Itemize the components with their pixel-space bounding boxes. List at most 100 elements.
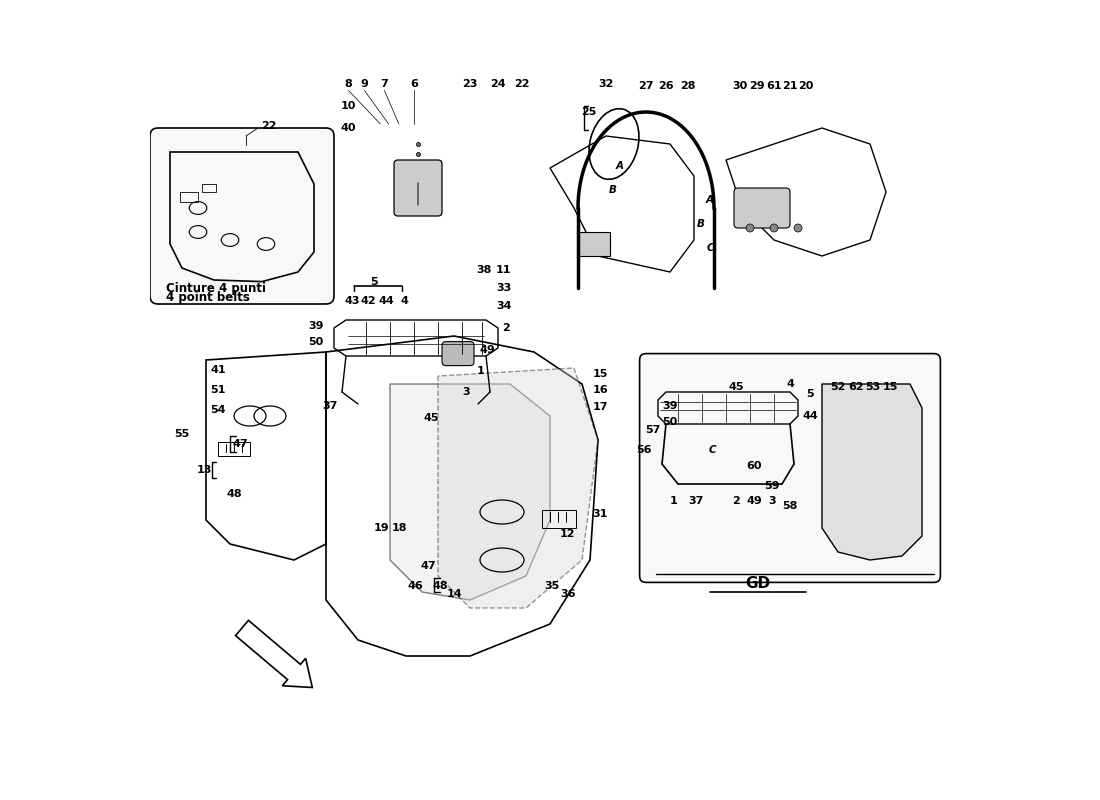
Text: 8: 8 bbox=[344, 79, 352, 89]
Text: 56: 56 bbox=[637, 445, 652, 454]
Text: 51: 51 bbox=[210, 386, 225, 395]
Text: 48: 48 bbox=[227, 490, 242, 499]
Text: 50: 50 bbox=[308, 338, 323, 347]
Text: 31: 31 bbox=[593, 509, 608, 518]
Text: 36: 36 bbox=[560, 589, 575, 598]
Text: 16: 16 bbox=[593, 386, 608, 395]
Text: 44: 44 bbox=[802, 411, 818, 421]
Text: 27: 27 bbox=[638, 81, 653, 90]
Text: 29: 29 bbox=[749, 81, 764, 90]
Text: 11: 11 bbox=[496, 266, 512, 275]
FancyBboxPatch shape bbox=[639, 354, 940, 582]
Text: 4: 4 bbox=[400, 296, 408, 306]
FancyArrow shape bbox=[235, 620, 312, 687]
FancyBboxPatch shape bbox=[394, 160, 442, 216]
Text: 28: 28 bbox=[680, 81, 695, 90]
Text: 57: 57 bbox=[645, 426, 660, 435]
Text: 5: 5 bbox=[806, 389, 814, 398]
Text: C: C bbox=[708, 446, 716, 455]
Text: 7: 7 bbox=[381, 79, 388, 89]
Text: 60: 60 bbox=[746, 462, 761, 471]
Text: 20: 20 bbox=[799, 81, 814, 90]
Text: 1: 1 bbox=[670, 496, 678, 506]
Circle shape bbox=[746, 224, 754, 232]
Text: 26: 26 bbox=[658, 81, 674, 90]
Text: 14: 14 bbox=[447, 590, 462, 599]
Text: 58: 58 bbox=[782, 501, 797, 510]
Text: 13: 13 bbox=[197, 466, 212, 475]
Text: 48: 48 bbox=[432, 582, 448, 591]
Text: A: A bbox=[706, 195, 714, 205]
Text: 47: 47 bbox=[420, 562, 437, 571]
Text: 9: 9 bbox=[361, 79, 368, 89]
Text: 43: 43 bbox=[344, 296, 360, 306]
Text: 33: 33 bbox=[496, 283, 512, 293]
Text: 53: 53 bbox=[866, 382, 881, 392]
Bar bbox=[542, 510, 575, 528]
Polygon shape bbox=[822, 384, 922, 560]
Text: 55: 55 bbox=[175, 430, 189, 439]
Text: 45: 45 bbox=[728, 382, 744, 392]
Text: 15: 15 bbox=[593, 369, 608, 378]
Text: 4: 4 bbox=[786, 379, 794, 389]
Text: 4 point belts: 4 point belts bbox=[166, 291, 250, 304]
Polygon shape bbox=[390, 384, 550, 600]
Text: 6: 6 bbox=[410, 79, 418, 89]
Text: 44: 44 bbox=[378, 296, 394, 306]
Text: 30: 30 bbox=[732, 81, 747, 90]
Text: 17: 17 bbox=[593, 402, 608, 412]
FancyBboxPatch shape bbox=[150, 128, 334, 304]
Text: 42: 42 bbox=[361, 296, 376, 306]
Text: 21: 21 bbox=[782, 81, 797, 90]
Text: 49: 49 bbox=[746, 496, 762, 506]
Text: 22: 22 bbox=[261, 122, 276, 131]
Bar bbox=[218, 442, 250, 456]
Text: 45: 45 bbox=[424, 413, 439, 422]
Text: 47: 47 bbox=[232, 439, 249, 449]
Text: GD: GD bbox=[746, 577, 771, 591]
Text: 37: 37 bbox=[322, 402, 338, 411]
Text: 12: 12 bbox=[560, 530, 575, 539]
Text: C: C bbox=[706, 243, 714, 253]
Text: 10: 10 bbox=[341, 101, 356, 110]
Text: 3: 3 bbox=[769, 496, 777, 506]
Bar bbox=[202, 184, 217, 192]
Text: 34: 34 bbox=[496, 302, 512, 311]
FancyBboxPatch shape bbox=[442, 342, 474, 366]
Circle shape bbox=[794, 224, 802, 232]
Text: 50: 50 bbox=[662, 418, 678, 427]
Text: 59: 59 bbox=[763, 482, 779, 491]
Text: 2: 2 bbox=[502, 323, 510, 333]
Polygon shape bbox=[438, 368, 598, 608]
Text: 37: 37 bbox=[688, 496, 703, 506]
Text: 52: 52 bbox=[830, 382, 846, 392]
Text: 40: 40 bbox=[341, 123, 356, 133]
Text: 61: 61 bbox=[767, 81, 782, 90]
Text: 18: 18 bbox=[392, 523, 407, 533]
Text: 24: 24 bbox=[491, 79, 506, 89]
Text: 49: 49 bbox=[480, 346, 495, 355]
Bar bbox=[578, 232, 610, 256]
Text: 23: 23 bbox=[462, 79, 477, 89]
Text: 39: 39 bbox=[662, 401, 678, 410]
Text: B: B bbox=[608, 185, 616, 194]
Text: 62: 62 bbox=[848, 382, 864, 392]
Bar bbox=[180, 192, 198, 202]
Text: 2: 2 bbox=[733, 496, 740, 506]
Text: 25: 25 bbox=[581, 107, 596, 117]
Text: Cinture 4 punti: Cinture 4 punti bbox=[166, 282, 266, 294]
Text: A: A bbox=[616, 161, 624, 170]
FancyBboxPatch shape bbox=[734, 188, 790, 228]
Text: 15: 15 bbox=[883, 382, 899, 392]
Text: 19: 19 bbox=[373, 523, 389, 533]
Text: 32: 32 bbox=[598, 79, 614, 89]
Circle shape bbox=[770, 224, 778, 232]
Text: 38: 38 bbox=[476, 266, 492, 275]
Text: 3: 3 bbox=[462, 387, 470, 397]
Text: 41: 41 bbox=[210, 366, 225, 375]
Text: 5: 5 bbox=[371, 277, 377, 286]
Text: 54: 54 bbox=[210, 406, 225, 415]
Text: 46: 46 bbox=[408, 582, 424, 591]
Text: 35: 35 bbox=[544, 581, 559, 590]
Text: 22: 22 bbox=[515, 79, 530, 89]
